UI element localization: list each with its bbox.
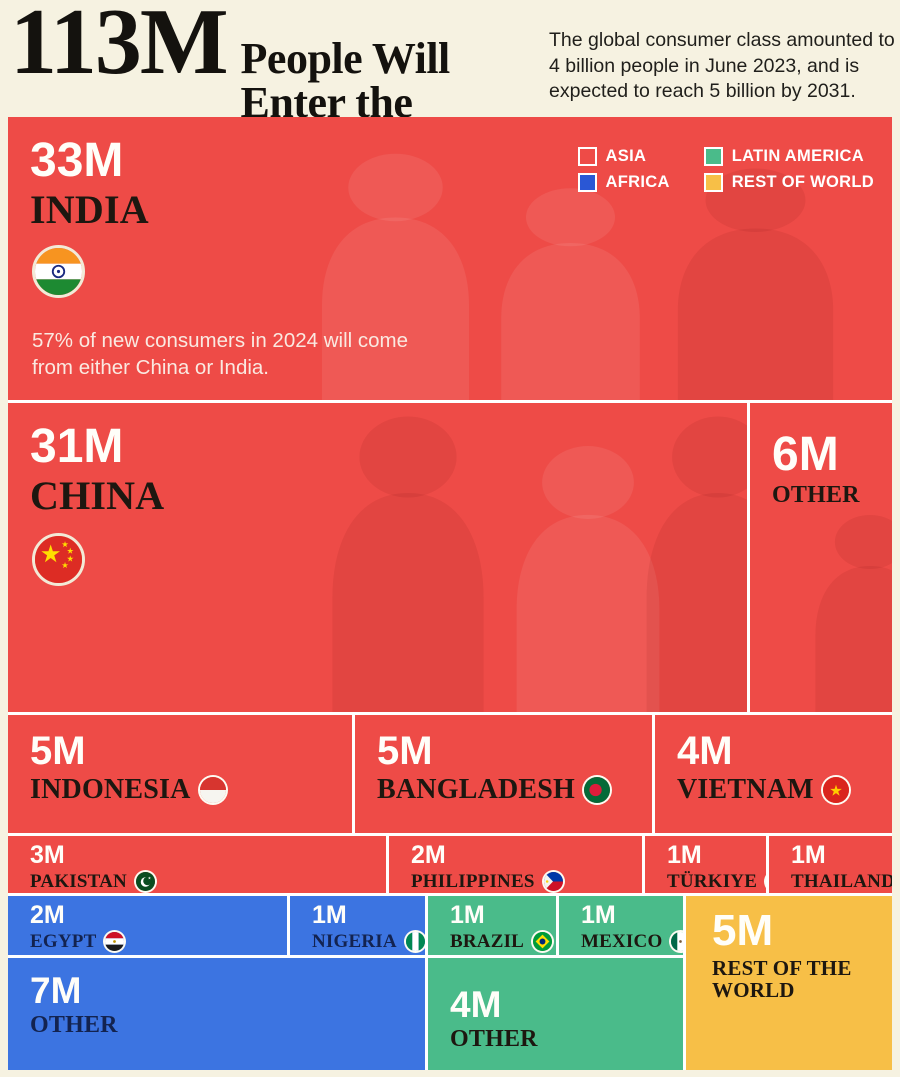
mexico-value: 1M xyxy=(581,901,616,929)
treemap-block-nigeria: 1M NIGERIA xyxy=(290,896,425,955)
legend-item-latin-america: LATIN AMERICA xyxy=(703,147,874,166)
legend-item-africa: AFRICA xyxy=(577,173,670,192)
treemap-block-indonesia: 5M INDONESIA xyxy=(8,715,352,833)
thailand-value: 1M xyxy=(791,841,826,869)
bangladesh-label: BANGLADESH xyxy=(377,774,576,805)
treemap-block-china: 31M CHINA xyxy=(8,403,747,712)
china-value: 31M xyxy=(30,420,124,473)
legend-label: ASIA xyxy=(605,147,647,165)
person-silhouette xyxy=(663,165,848,400)
china-label: CHINA xyxy=(30,473,165,518)
person-silhouette xyxy=(503,442,673,712)
africa-swatch-icon xyxy=(577,173,597,192)
philippines-value: 2M xyxy=(411,841,446,869)
header-subtitle: The global consumer class amounted to 4 … xyxy=(549,29,895,103)
vietnam-value: 4M xyxy=(677,729,733,773)
treemap-block-other-latam: 4M OTHER xyxy=(428,958,683,1070)
india-label: INDIA xyxy=(30,187,149,232)
nigeria-label: NIGERIA xyxy=(312,931,397,952)
legend-label: REST OF WORLD xyxy=(731,173,874,191)
person-silhouette xyxy=(318,412,498,712)
vietnam-flag-icon xyxy=(822,776,849,803)
treemap-block-mexico: 1M MEXICO xyxy=(559,896,683,955)
legend-item-rest-of-world: REST OF WORLD xyxy=(703,173,874,192)
headline-line1: People Will Enter the xyxy=(240,34,451,127)
nigeria-value: 1M xyxy=(312,901,347,929)
other-asia-label: OTHER xyxy=(772,482,860,508)
asia-swatch-icon xyxy=(577,147,597,166)
headline-number: 113M xyxy=(10,0,229,94)
treemap-block-rest-of-world: 5M REST OF THE WORLD xyxy=(686,896,892,1070)
treemap-block-pakistan: 3M PAKISTAN xyxy=(8,836,386,893)
pakistan-value: 3M xyxy=(30,841,65,869)
treemap-block-egypt: 2M EGYPT xyxy=(8,896,287,955)
rest-of-world-value: 5M xyxy=(712,906,774,955)
other-africa-label: OTHER xyxy=(30,1012,118,1038)
bangladesh-value: 5M xyxy=(377,729,433,773)
latin-america-swatch-icon xyxy=(703,147,723,166)
treemap-block-india: 33M INDIA 57% of new consumers in 2024 w… xyxy=(8,117,892,400)
header: 113M People Will Enter the Global Consum… xyxy=(0,0,900,208)
egypt-flag-icon xyxy=(105,932,125,952)
brazil-label: BRAZIL xyxy=(450,931,525,952)
pakistan-label: PAKISTAN xyxy=(30,871,127,892)
brazil-flag-icon xyxy=(533,932,553,952)
philippines-flag-icon xyxy=(543,872,563,892)
china-flag-icon xyxy=(32,533,85,586)
legend-label: AFRICA xyxy=(605,173,670,191)
vietnam-label: VIETNAM xyxy=(677,774,814,805)
other-africa-value: 7M xyxy=(30,970,82,1011)
person-silhouette xyxy=(308,150,483,400)
pakistan-flag-icon xyxy=(135,872,155,892)
brazil-value: 1M xyxy=(450,901,485,929)
treemap-block-philippines: 2M PHILIPPINES xyxy=(389,836,642,893)
other-latam-value: 4M xyxy=(450,984,502,1025)
bangladesh-flag-icon xyxy=(584,776,611,803)
legend-item-asia: ASIA xyxy=(577,147,670,166)
person-silhouette xyxy=(805,512,892,712)
philippines-label: PHILIPPINES xyxy=(411,871,535,892)
treemap-block-other-africa: 7M OTHER xyxy=(8,958,425,1070)
other-latam-label: OTHER xyxy=(450,1026,538,1052)
thailand-label: THAILAND xyxy=(791,871,892,892)
turkiye-label: TÜRKIYE xyxy=(667,871,758,892)
other-asia-value: 6M xyxy=(772,428,839,481)
mexico-label: MEXICO xyxy=(581,931,663,952)
indonesia-flag-icon xyxy=(199,776,226,803)
treemap-block-bangladesh: 5M BANGLADESH xyxy=(355,715,652,833)
nigeria-flag-icon xyxy=(405,932,425,952)
rest-of-world-swatch-icon xyxy=(703,173,723,192)
india-flag-icon xyxy=(32,245,85,298)
treemap-block-turkiye: 1M TÜRKIYE xyxy=(645,836,766,893)
treemap-block-brazil: 1M BRAZIL xyxy=(428,896,556,955)
indonesia-label: INDONESIA xyxy=(30,774,191,805)
treemap-block-other-asia: 6M OTHER xyxy=(750,403,892,712)
annotation-text: 57% of new consumers in 2024 will come f… xyxy=(32,329,409,380)
egypt-label: EGYPT xyxy=(30,931,97,952)
person-silhouette xyxy=(488,185,653,400)
egypt-value: 2M xyxy=(30,901,65,929)
legend: ASIA LATIN AMERICA AFRICA REST OF WORLD xyxy=(577,147,874,192)
person-silhouette xyxy=(633,412,747,712)
turkiye-value: 1M xyxy=(667,841,702,869)
treemap-block-vietnam: 4M VIETNAM xyxy=(655,715,892,833)
rest-of-world-label: REST OF THE WORLD xyxy=(712,956,852,1003)
treemap-block-thailand: 1M THAILAND xyxy=(769,836,892,893)
india-value: 33M xyxy=(30,134,124,187)
treemap: 33M INDIA 57% of new consumers in 2024 w… xyxy=(8,117,892,1070)
mexico-flag-icon xyxy=(671,932,683,952)
indonesia-value: 5M xyxy=(30,729,86,773)
legend-label: LATIN AMERICA xyxy=(731,147,864,165)
